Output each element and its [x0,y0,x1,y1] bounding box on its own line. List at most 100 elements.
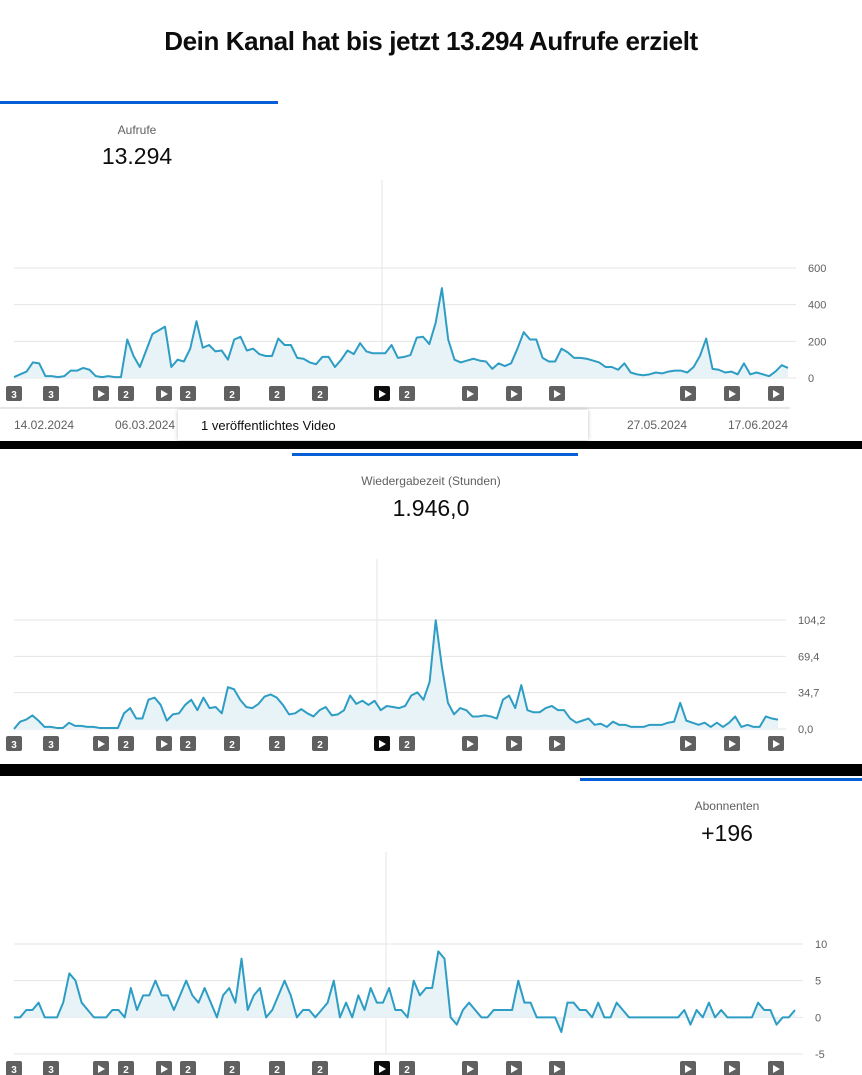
data-point[interactable] [771,717,773,719]
data-point[interactable] [253,994,255,996]
data-point[interactable] [170,366,172,368]
subscribers-metric-label[interactable]: Abonnenten [694,799,760,813]
video-marker-play[interactable] [768,386,784,401]
data-point[interactable] [325,706,327,708]
data-point[interactable] [685,719,687,721]
data-point[interactable] [749,373,751,375]
data-point[interactable] [361,700,363,702]
views-metric-value[interactable]: 13.294 [101,143,173,169]
data-point[interactable] [708,1001,710,1003]
data-point[interactable] [172,713,174,715]
data-point[interactable] [363,1009,365,1011]
data-point[interactable] [13,1016,15,1018]
data-point[interactable] [104,727,106,729]
data-point[interactable] [105,1016,107,1018]
data-point[interactable] [290,994,292,996]
data-point[interactable] [406,1016,408,1018]
data-point[interactable] [203,987,205,989]
data-point[interactable] [252,347,254,349]
data-point[interactable] [410,694,412,696]
data-point[interactable] [135,717,137,719]
data-point[interactable] [62,727,64,729]
data-point[interactable] [603,1016,605,1018]
data-point[interactable] [145,349,147,351]
data-point[interactable] [769,1009,771,1011]
data-point[interactable] [80,725,82,727]
data-point[interactable] [497,362,499,364]
data-point[interactable] [257,703,259,705]
data-point[interactable] [265,355,267,357]
data-point[interactable] [315,363,317,365]
data-point[interactable] [652,1016,654,1018]
data-point[interactable] [618,724,620,726]
data-point[interactable] [738,1016,740,1018]
data-point[interactable] [88,369,90,371]
data-point[interactable] [340,358,342,360]
data-point[interactable] [431,987,433,989]
data-point[interactable] [153,696,155,698]
marker-box[interactable] [399,1061,415,1075]
data-point[interactable] [397,357,399,359]
data-point[interactable] [606,726,608,728]
data-point[interactable] [508,694,510,696]
video-marker-count[interactable]: 3 [6,1061,22,1075]
data-point[interactable] [628,1016,630,1018]
marker-box[interactable] [6,386,22,401]
data-point[interactable] [308,1009,310,1011]
data-point[interactable] [477,715,479,717]
data-point[interactable] [92,726,94,728]
data-point[interactable] [636,726,638,728]
data-point[interactable] [434,322,436,324]
data-point[interactable] [294,712,296,714]
data-point[interactable] [43,726,45,728]
data-point[interactable] [542,1016,544,1018]
watchtime-metric-value[interactable]: 1.946,0 [392,495,470,521]
data-point[interactable] [380,709,382,711]
marker-box[interactable] [399,386,415,401]
data-point[interactable] [516,347,518,349]
data-point[interactable] [117,1009,119,1011]
data-point[interactable] [159,704,161,706]
data-point[interactable] [196,709,198,711]
data-point[interactable] [548,360,550,362]
marker-box[interactable] [43,386,59,401]
data-point[interactable] [567,351,569,353]
data-point[interactable] [409,354,411,356]
data-point[interactable] [50,1016,52,1018]
data-point[interactable] [416,691,418,693]
data-point[interactable] [422,336,424,338]
data-point[interactable] [686,371,688,373]
data-point[interactable] [581,719,583,721]
data-point[interactable] [718,369,720,371]
data-point[interactable] [428,681,430,683]
video-marker-count[interactable]: 2 [399,386,415,401]
video-marker-play[interactable] [93,736,109,751]
video-marker-count[interactable]: 3 [43,386,59,401]
data-point[interactable] [597,1001,599,1003]
data-point[interactable] [646,1016,648,1018]
data-point[interactable] [25,718,27,720]
data-point[interactable] [167,994,169,996]
data-point[interactable] [554,1016,556,1018]
series-line[interactable] [13,619,779,730]
data-point[interactable] [93,1016,95,1018]
data-point[interactable] [290,344,292,346]
data-point[interactable] [572,1001,574,1003]
data-point[interactable] [472,358,474,360]
data-point[interactable] [523,1001,525,1003]
data-point[interactable] [689,1023,691,1025]
video-marker-play[interactable] [768,1061,784,1075]
data-point[interactable] [504,365,506,367]
data-point[interactable] [309,361,311,363]
data-point[interactable] [343,709,345,711]
data-point[interactable] [365,350,367,352]
data-point[interactable] [465,709,467,711]
data-point[interactable] [265,1016,267,1018]
data-point[interactable] [31,1009,33,1011]
data-point[interactable] [141,717,143,719]
data-point[interactable] [233,338,235,340]
data-point[interactable] [227,358,229,360]
video-marker-count[interactable]: 2 [269,1061,285,1075]
data-point[interactable] [56,727,58,729]
video-marker-play[interactable] [724,386,740,401]
